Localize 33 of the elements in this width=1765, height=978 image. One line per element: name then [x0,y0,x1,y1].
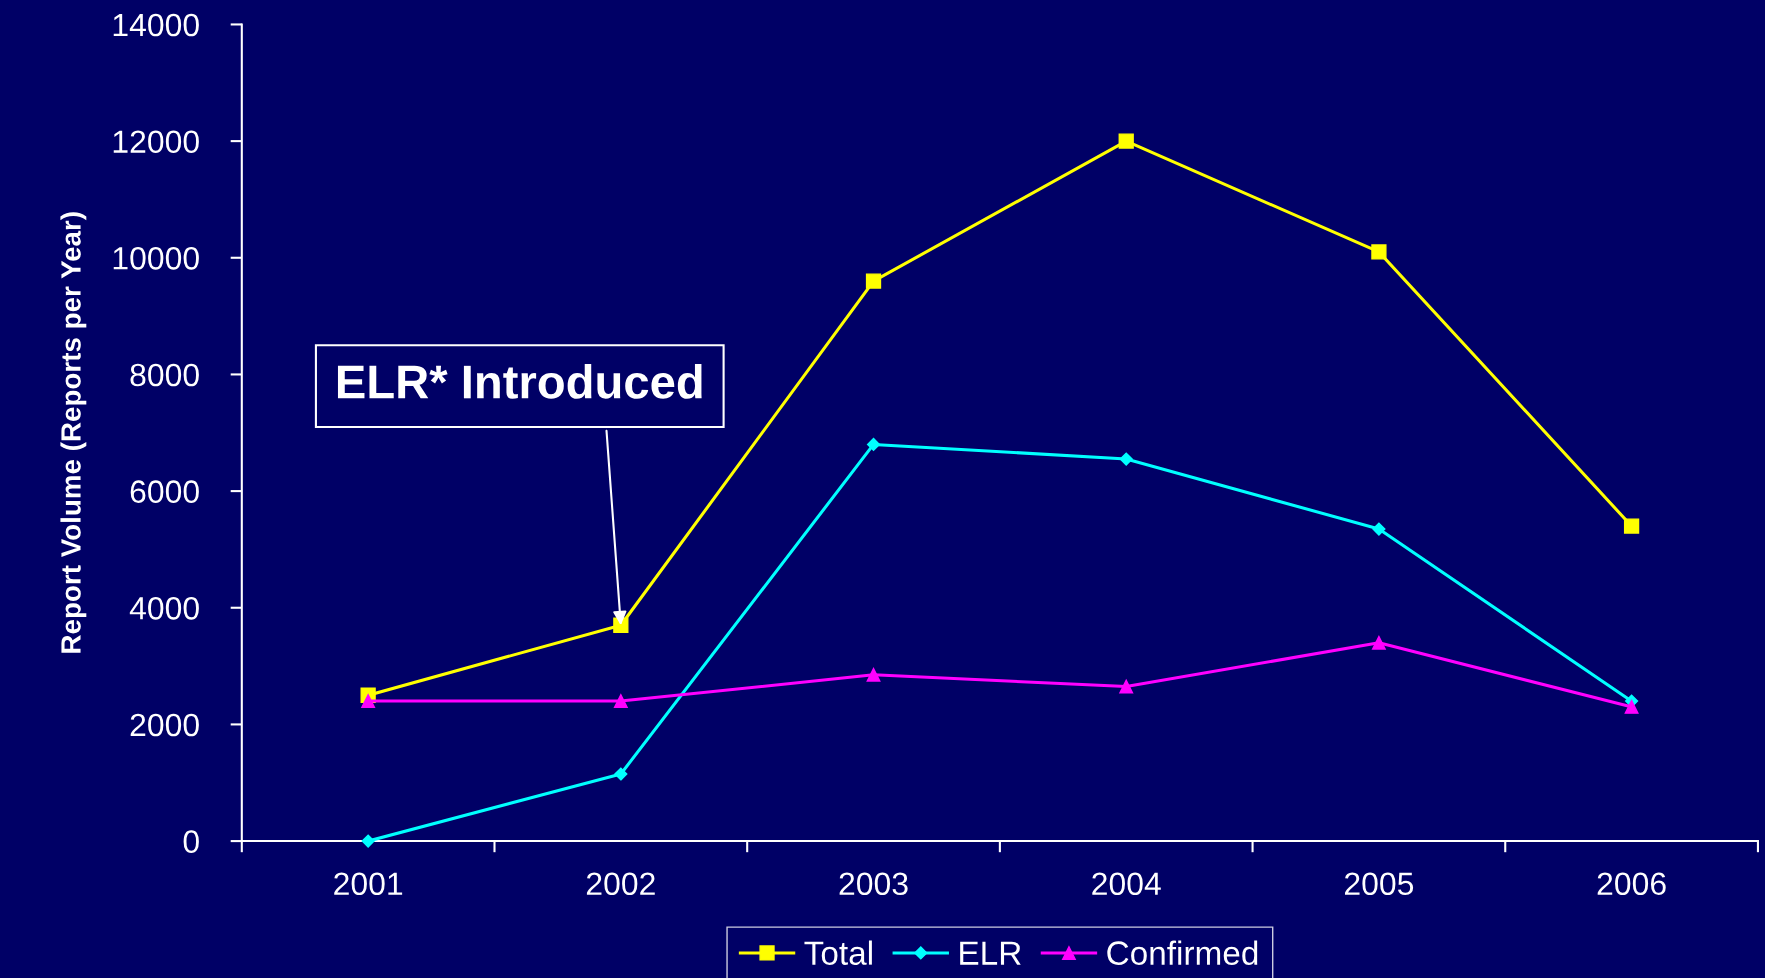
legend-label: ELR [960,941,1021,965]
x-tick-label: 2005 [1344,872,1414,896]
point [1119,452,1133,466]
point [866,667,881,682]
x-tick-label: 2002 [586,872,655,896]
point [361,834,375,848]
point [1371,244,1387,260]
y-tick-label: 10000 [113,247,199,270]
point [1624,699,1639,714]
y-tick-label: 12000 [113,130,199,153]
legend-label: Confirmed [1107,940,1258,965]
point [1119,679,1134,694]
y-tick-label: 2000 [130,713,199,737]
x-tick-label: 2004 [1092,872,1161,896]
x-tick-label: 2001 [334,872,403,896]
x-tick-label: 2003 [839,872,908,896]
annotation: ELR* Introduced [337,364,702,399]
point [361,694,376,709]
y-tick-label: 8000 [130,363,199,387]
point [1118,133,1134,149]
y-tick-label: 4000 [129,597,199,620]
point [1371,635,1386,650]
point [614,767,628,781]
y-tick-label: 14000 [113,13,199,37]
y-tick-label: 0 [183,830,199,853]
y-tick-label: 6000 [130,480,199,503]
x-tick-label: 2006 [1597,872,1666,896]
y-axis-title: Report Volume (Reports per Year) [60,212,87,653]
point [613,694,628,709]
point [1623,518,1640,534]
point [866,437,881,452]
legend-label: Total [804,940,872,965]
point [865,273,882,289]
